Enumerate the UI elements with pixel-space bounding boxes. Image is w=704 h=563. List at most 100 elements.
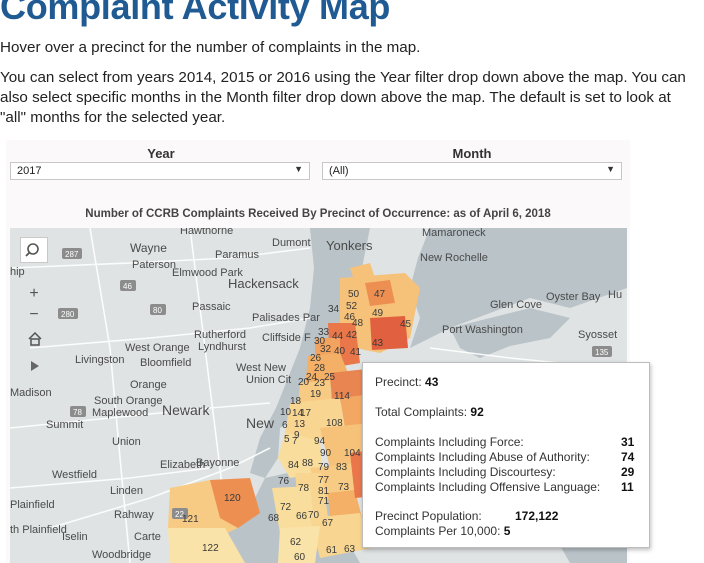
precinct-label: 45	[400, 319, 412, 330]
precinct-label: 72	[280, 502, 292, 513]
year-filter-dropdown[interactable]: 2017 ▼	[10, 162, 310, 180]
choropleth-map[interactable]: Hawthorne Wayne Paramus Dumont Yonkers M…	[10, 228, 627, 563]
home-icon	[28, 332, 42, 346]
precinct-label: 28	[314, 363, 326, 374]
precinct-label: 6	[282, 420, 288, 431]
place-label: Elmwood Park	[172, 267, 243, 279]
place-labels: Hawthorne Wayne Paramus Dumont Yonkers M…	[10, 228, 622, 561]
tooltip-discourtesy-label: Complaints Including Discourtesy:	[375, 465, 556, 479]
map-canvas: Hawthorne Wayne Paramus Dumont Yonkers M…	[10, 228, 627, 563]
zoom-out-button[interactable]: −	[29, 306, 39, 323]
search-icon	[25, 243, 39, 257]
precinct-label: 84	[288, 460, 300, 471]
intro-hover-text: Hover over a precinct for the number of …	[0, 39, 421, 56]
precinct-label: 81	[318, 486, 330, 497]
precinct-tooltip: Precinct: 43 Total Complaints: 92 Compla…	[362, 362, 650, 548]
precinct-layer	[168, 263, 420, 563]
precinct-label: 120	[224, 493, 241, 504]
precinct-label: 61	[326, 545, 338, 556]
place-label: Oyster Bay	[546, 291, 601, 303]
precinct-label: 79	[318, 462, 330, 473]
place-label: Madison	[10, 387, 52, 399]
svg-text:78: 78	[73, 408, 82, 417]
precinct-label: 23	[314, 378, 326, 389]
place-label: Iselin	[62, 531, 88, 543]
month-filter-dropdown[interactable]: (All) ▼	[322, 162, 622, 180]
precinct-label: 20	[298, 377, 310, 388]
precinct-label: 30	[314, 336, 326, 347]
svg-text:135: 135	[595, 348, 609, 357]
precinct-label: 42	[346, 330, 358, 341]
place-label: Passaic	[192, 301, 231, 313]
map-search-button[interactable]	[20, 237, 48, 263]
place-label: Port Washington	[442, 324, 523, 336]
tooltip-force-label: Complaints Including Force:	[375, 435, 524, 449]
zoom-in-button[interactable]: +	[29, 285, 39, 302]
tooltip-total: Total Complaints: 92	[375, 405, 484, 419]
tooltip-force-value: 31	[621, 435, 635, 449]
place-label: Hackensack	[228, 276, 299, 291]
place-label: Hawthorne	[180, 228, 233, 237]
place-label: Plainfield	[10, 499, 55, 511]
precinct-label: 43	[372, 338, 384, 349]
precinct-label: 76	[278, 476, 290, 487]
place-label: Union Cit	[246, 374, 291, 386]
tooltip-per10k: Complaints Per 10,000: 5	[375, 524, 511, 538]
year-filter-label: Year	[147, 146, 175, 161]
tooltip-population-label: Precinct Population:	[375, 509, 482, 523]
place-label: Hu	[608, 289, 622, 301]
place-label: Newark	[162, 402, 210, 418]
precinct-label: 5	[284, 434, 290, 445]
precinct-label: 71	[318, 496, 330, 507]
place-label: New Rochelle	[420, 252, 488, 264]
precinct-label: 121	[182, 514, 199, 525]
place-label: Rutherford	[194, 329, 246, 341]
place-label: Paramus	[215, 249, 260, 261]
precinct-label: 70	[308, 510, 320, 521]
place-label: Summit	[46, 419, 83, 431]
place-label: Mamaroneck	[422, 228, 486, 239]
place-label: Maplewood	[92, 407, 148, 419]
precinct-label: 26	[310, 353, 322, 364]
place-label: Paterson	[132, 259, 176, 271]
place-label: Yonkers	[326, 238, 373, 253]
tooltip-abuse-label: Complaints Including Abuse of Authority:	[375, 450, 590, 464]
precinct-label: 34	[328, 304, 340, 315]
precinct-label: 44	[332, 331, 344, 342]
chevron-down-icon: ▼	[294, 164, 303, 174]
precinct-label: 104	[344, 448, 361, 459]
precinct-label: 32	[320, 344, 332, 355]
precinct-label: 114	[334, 391, 350, 402]
place-label: Glen Cove	[490, 299, 542, 311]
precinct-label: 62	[290, 537, 302, 548]
precinct-label: 67	[322, 518, 334, 529]
svg-text:280: 280	[61, 310, 75, 319]
tooltip-discourtesy-value: 29	[621, 465, 635, 479]
page-title: Complaint Activity Map	[0, 0, 391, 27]
tooltip-precinct: Precinct: 43	[375, 375, 439, 389]
tooltip-offensive-label: Complaints Including Offensive Language:	[375, 480, 601, 494]
precinct-label: 46	[344, 312, 356, 323]
intro-filter-text: You can select from years 2014, 2015 or …	[0, 69, 686, 126]
tooltip-offensive-value: 11	[621, 480, 634, 494]
precinct-label: 18	[290, 396, 302, 407]
precinct-label: 10	[280, 407, 292, 418]
svg-text:80: 80	[153, 306, 162, 315]
precinct-label: 83	[336, 462, 348, 473]
play-icon	[31, 361, 39, 371]
precinct-label: 14	[292, 408, 304, 419]
place-label: Rahway	[114, 509, 154, 521]
place-label: West Orange	[125, 342, 190, 354]
precinct-label: 24	[306, 372, 318, 383]
precinct-label: 47	[374, 289, 386, 300]
month-filter-value: (All)	[329, 165, 349, 177]
place-label: Livingston	[75, 354, 125, 366]
place-label: Bloomfield	[140, 357, 191, 369]
precinct-label: 78	[298, 483, 310, 494]
precinct-label: 73	[338, 482, 350, 493]
place-label: Carte	[134, 531, 161, 543]
precinct-label: 52	[346, 301, 358, 312]
place-label: Cliffside F	[262, 332, 311, 344]
place-label: Lyndhurst	[198, 341, 246, 353]
precinct-label: 13	[294, 419, 306, 430]
